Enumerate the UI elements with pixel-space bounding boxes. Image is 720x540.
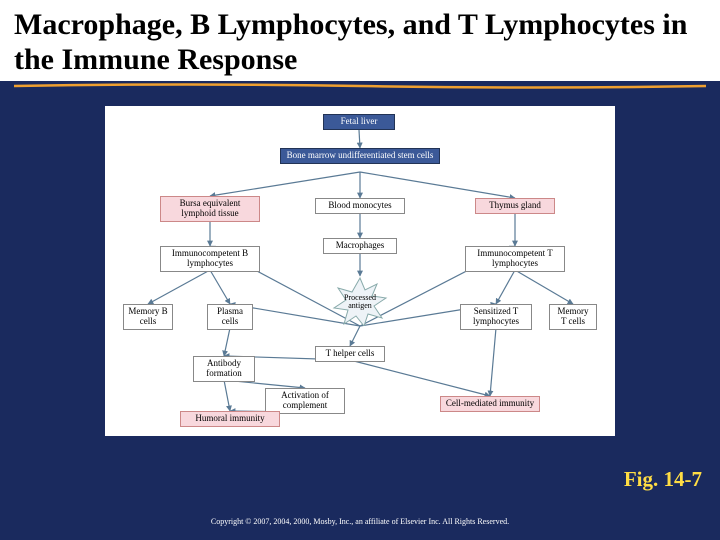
node-immunoT: Immunocompetent T lymphocytes bbox=[465, 246, 565, 272]
figure-number: Fig. 14-7 bbox=[624, 467, 702, 492]
node-humoral: Humoral immunity bbox=[180, 411, 280, 427]
node-cellmed: Cell-mediated immunity bbox=[440, 396, 540, 412]
node-blood: Blood monocytes bbox=[315, 198, 405, 214]
node-bone: Bone marrow undifferentiated stem cells bbox=[280, 148, 440, 164]
node-antigen: Processed antigen bbox=[330, 276, 390, 326]
node-thymus: Thymus gland bbox=[475, 198, 555, 214]
copyright-text: Copyright © 2007, 2004, 2000, Mosby, Inc… bbox=[0, 517, 720, 526]
node-antibody: Antibody formation bbox=[193, 356, 255, 382]
flowchart-diagram: Fetal liver Bone marrow undifferentiated … bbox=[105, 106, 615, 436]
node-fetal: Fetal liver bbox=[323, 114, 395, 130]
node-sensT: Sensitized T lymphocytes bbox=[460, 304, 532, 330]
node-immunoB: Immunocompetent B lymphocytes bbox=[160, 246, 260, 272]
node-activ: Activation of complement bbox=[265, 388, 345, 414]
node-plasma: Plasma cells bbox=[207, 304, 253, 330]
slide-title: Macrophage, B Lymphocytes, and T Lymphoc… bbox=[0, 0, 720, 81]
node-memB: Memory B cells bbox=[123, 304, 173, 330]
node-bursa: Bursa equivalent lymphoid tissue bbox=[160, 196, 260, 222]
node-memT: Memory T cells bbox=[549, 304, 597, 330]
node-macro: Macrophages bbox=[323, 238, 397, 254]
node-thelp: T helper cells bbox=[315, 346, 385, 362]
title-underline bbox=[14, 83, 706, 86]
